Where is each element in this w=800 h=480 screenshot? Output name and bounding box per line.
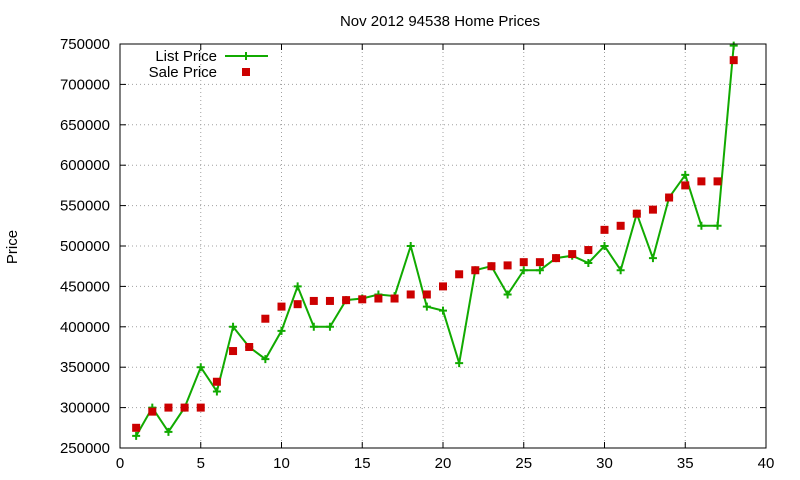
- list-price-point: [293, 282, 302, 291]
- legend-marker-list-price: [242, 52, 250, 60]
- list-price-point: [164, 427, 173, 436]
- x-tick-label: 10: [273, 455, 290, 472]
- sale-price-point: [358, 295, 367, 304]
- x-tick-label: 25: [515, 455, 532, 472]
- x-tick-label: 5: [197, 455, 205, 472]
- list-price-point: [616, 266, 625, 275]
- y-tick-label: 400000: [60, 319, 110, 336]
- sale-price-point: [503, 261, 512, 270]
- x-tick-label: 35: [677, 455, 694, 472]
- list-price-point: [422, 302, 431, 311]
- sale-price-point: [471, 266, 480, 275]
- y-tick-label: 450000: [60, 278, 110, 295]
- y-tick-label: 700000: [60, 76, 110, 93]
- list-price-point: [229, 322, 238, 331]
- x-tick-label: 0: [116, 455, 124, 472]
- sale-price-point: [697, 177, 706, 186]
- list-price-line: [135, 45, 735, 437]
- sale-price-point: [148, 407, 157, 416]
- sale-price-point: [212, 377, 221, 386]
- list-price-point: [648, 254, 657, 263]
- y-tick-label: 550000: [60, 198, 110, 215]
- list-price-point: [503, 290, 512, 299]
- sale-price-point: [632, 209, 641, 218]
- list-price-point: [325, 322, 334, 331]
- list-price-point: [439, 306, 447, 315]
- y-tick-label: 750000: [60, 36, 110, 53]
- list-price-point: [406, 242, 415, 250]
- y-tick-label: 600000: [60, 157, 110, 174]
- list-price-point: [519, 266, 528, 275]
- legend: List Price Sale Price: [149, 48, 268, 81]
- sale-price-point: [535, 258, 544, 267]
- list-price-point: [261, 355, 270, 364]
- sale-price-point: [325, 296, 334, 305]
- y-axis-title: Price: [4, 230, 21, 264]
- list-price-point: [729, 41, 738, 50]
- chart-title: Nov 2012 94538 Home Prices: [340, 13, 540, 30]
- sale-price-point: [390, 294, 399, 303]
- sale-price-point: [132, 423, 141, 432]
- legend-label-sale-price: Sale Price: [149, 64, 217, 81]
- list-price-point: [455, 359, 464, 368]
- y-tick-label: 650000: [60, 117, 110, 134]
- list-price-point: [132, 431, 141, 440]
- sale-price-point: [164, 403, 173, 412]
- sale-price-point: [277, 302, 286, 311]
- sale-price-point: [600, 225, 609, 234]
- sale-price-point: [422, 290, 431, 299]
- sale-price-point: [713, 177, 722, 186]
- grid: [120, 44, 766, 448]
- sale-price-point: [309, 296, 318, 305]
- list-price-point: [584, 258, 593, 267]
- x-tick-label: 30: [596, 455, 613, 472]
- sale-price-point: [406, 290, 415, 299]
- list-price-point: [212, 387, 221, 396]
- list-price-point: [309, 322, 318, 331]
- list-price-point: [196, 363, 205, 372]
- sale-price-point: [293, 300, 302, 309]
- sale-price-point: [180, 403, 189, 412]
- sale-price-point: [455, 270, 464, 279]
- y-tick-label: 350000: [60, 359, 110, 376]
- sale-price-point: [342, 296, 351, 305]
- list-price-point: [697, 221, 706, 230]
- x-tick-label: 15: [354, 455, 371, 472]
- sale-price-point: [568, 250, 577, 259]
- plot-series: [132, 41, 738, 440]
- x-tick-label: 20: [435, 455, 452, 472]
- list-price-point: [535, 266, 544, 275]
- y-tick-label: 300000: [60, 400, 110, 417]
- sale-price-point: [487, 262, 496, 271]
- y-tick-label: 500000: [60, 238, 110, 255]
- sale-price-point: [648, 205, 657, 214]
- sale-price-point: [665, 193, 674, 202]
- sale-price-point: [519, 258, 528, 267]
- sale-price-point: [196, 403, 205, 412]
- x-tick-label: 40: [758, 455, 775, 472]
- sale-price-point: [552, 254, 561, 263]
- y-tick-label: 250000: [60, 440, 110, 457]
- sale-price-point: [229, 347, 238, 356]
- axis-ticks: 0 5 10 15 20 25 30 35 40 250000 300000 350000 400000…: [60, 36, 774, 472]
- sale-price-point: [374, 294, 383, 303]
- legend-marker-sale-price: [242, 68, 250, 76]
- sale-price-point: [681, 181, 690, 190]
- sale-price-point: [261, 314, 270, 323]
- sale-price-point: [616, 221, 625, 230]
- sale-price-point: [584, 246, 593, 255]
- list-price-point: [681, 170, 690, 179]
- sale-price-point: [439, 282, 447, 291]
- list-price-point: [600, 242, 609, 250]
- sale-price-point: [245, 343, 254, 351]
- list-price-point: [277, 326, 286, 335]
- list-price-point: [713, 221, 722, 230]
- legend-label-list-price: List Price: [155, 48, 217, 65]
- sale-price-point: [729, 56, 738, 65]
